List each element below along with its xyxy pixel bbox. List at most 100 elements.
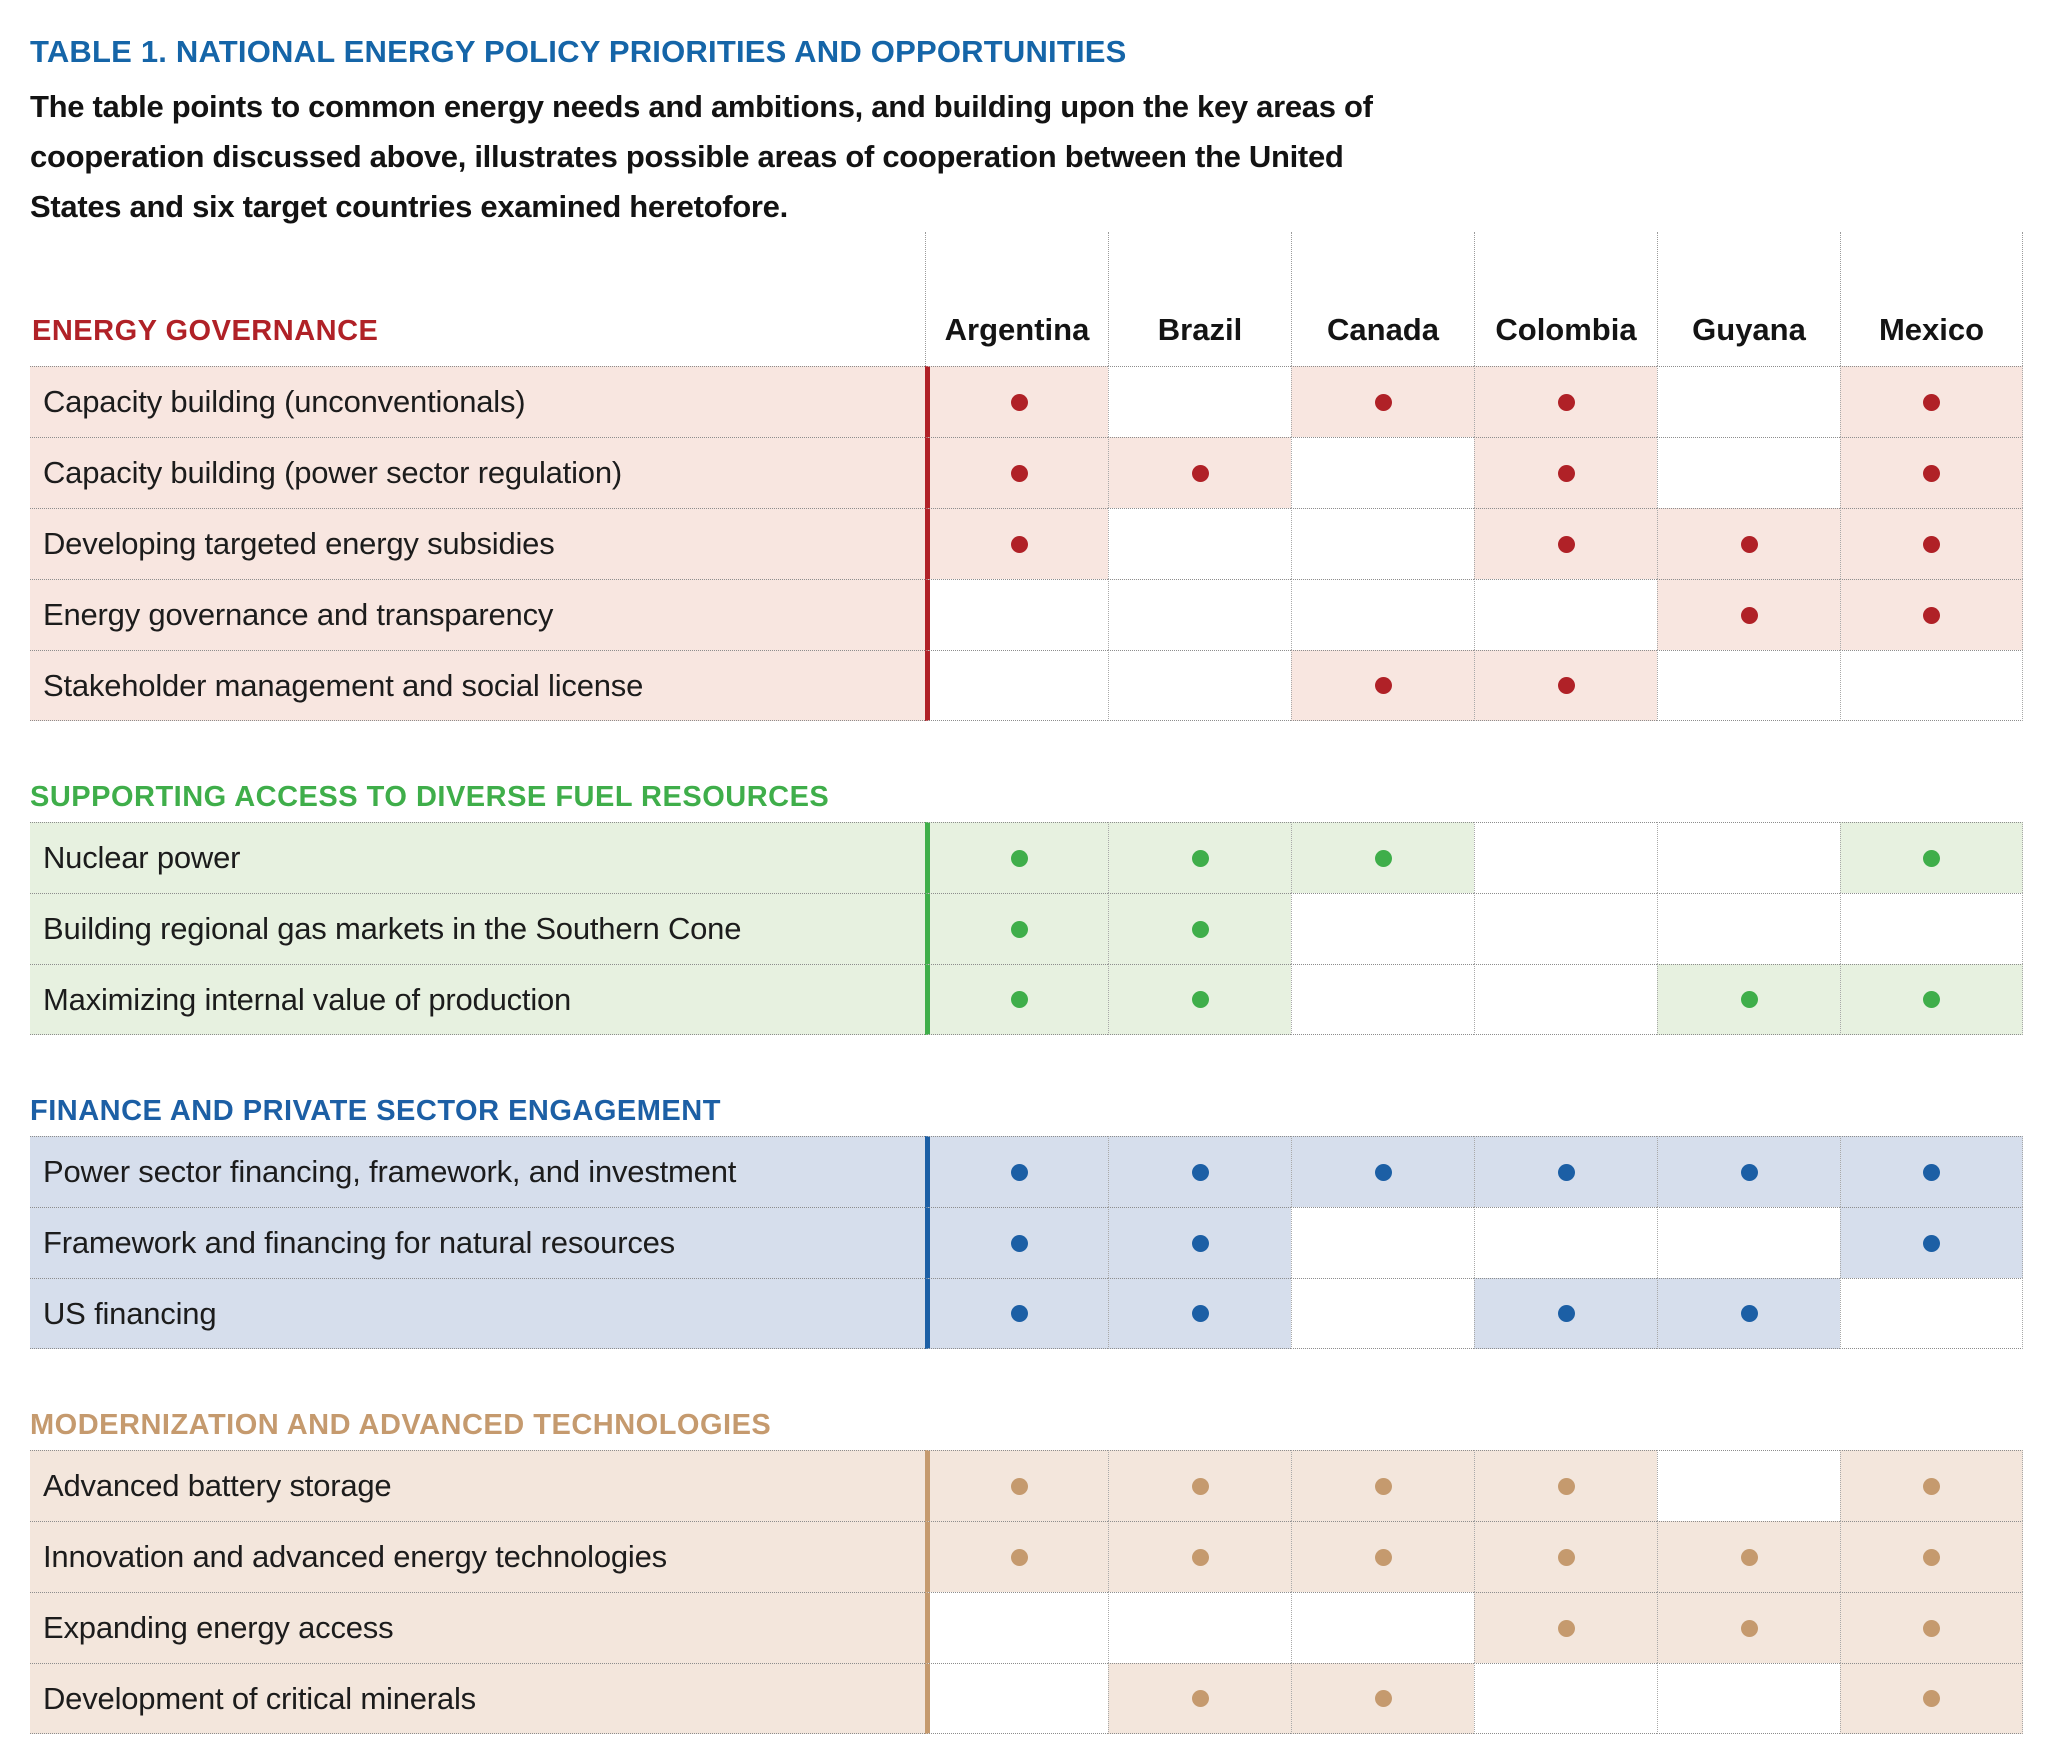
cell-guyana xyxy=(1657,1278,1840,1349)
row-label: Building regional gas markets in the Sou… xyxy=(30,893,925,964)
dot-icon xyxy=(1374,393,1392,411)
row-label: Power sector financing, framework, and i… xyxy=(30,1136,925,1207)
cell-brazil xyxy=(1108,1521,1291,1592)
cell-argentina xyxy=(925,366,1108,437)
dot-icon xyxy=(1557,1163,1575,1181)
row-label: Developing targeted energy subsidies xyxy=(30,508,925,579)
cell-brazil xyxy=(1108,366,1291,437)
dot-icon xyxy=(1374,1477,1392,1495)
cell-canada xyxy=(1291,1450,1474,1521)
cell-argentina xyxy=(925,1521,1108,1592)
cell-brazil xyxy=(1108,964,1291,1035)
cell-argentina xyxy=(925,1207,1108,1278)
cell-argentina xyxy=(925,964,1108,1035)
dot-icon xyxy=(1010,1477,1028,1495)
row-label: US financing xyxy=(30,1278,925,1349)
dot-icon xyxy=(1374,1548,1392,1566)
cell-colombia xyxy=(1474,1592,1657,1663)
cell-canada xyxy=(1291,964,1474,1035)
dot-icon xyxy=(1010,1305,1028,1322)
dot-icon xyxy=(1191,1690,1209,1707)
dot-icon xyxy=(1557,1477,1575,1495)
cell-guyana xyxy=(1657,366,1840,437)
cell-guyana xyxy=(1657,508,1840,579)
section-supporting-access-to-diverse-fuel-resources: SUPPORTING ACCESS TO DIVERSE FUEL RESOUR… xyxy=(30,781,2023,1035)
dot-icon xyxy=(1010,849,1028,867)
cell-mexico xyxy=(1840,1521,2023,1592)
column-header-row: ENERGY GOVERNANCE Argentina Brazil Canada Co… xyxy=(30,232,2023,366)
column-header-brazil: Brazil xyxy=(1108,232,1291,366)
dot-icon xyxy=(1740,1305,1758,1322)
cell-colombia xyxy=(1474,508,1657,579)
dot-icon xyxy=(1191,991,1209,1008)
sections: ENERGY GOVERNANCE Argentina Brazil Canada Co… xyxy=(30,232,2023,1734)
cell-mexico xyxy=(1840,508,2023,579)
cell-mexico xyxy=(1840,964,2023,1035)
dot-icon xyxy=(1191,1548,1209,1566)
dot-icon xyxy=(1740,1163,1758,1181)
section-table: Advanced battery storage Innovation and a… xyxy=(30,1450,2023,1734)
dot-icon xyxy=(1923,849,1940,867)
dot-icon xyxy=(1010,1548,1028,1566)
dot-icon xyxy=(1010,991,1028,1008)
cell-colombia xyxy=(1474,1450,1657,1521)
dot-icon xyxy=(1740,1619,1758,1637)
cell-colombia xyxy=(1474,1663,1657,1734)
dot-icon xyxy=(1191,849,1209,867)
dot-icon xyxy=(1010,535,1028,553)
dot-icon xyxy=(1191,1305,1209,1322)
section-table: Capacity building (unconventionals) Capac… xyxy=(30,366,2023,721)
dot-icon xyxy=(1010,464,1028,482)
cell-canada xyxy=(1291,893,1474,964)
dot-icon xyxy=(1557,1548,1575,1566)
dot-icon xyxy=(1557,535,1575,553)
cell-mexico xyxy=(1840,579,2023,650)
cell-argentina xyxy=(925,579,1108,650)
cell-colombia xyxy=(1474,1207,1657,1278)
row-label: Capacity building (power sector regulati… xyxy=(30,437,925,508)
cell-brazil xyxy=(1108,1136,1291,1207)
cell-guyana xyxy=(1657,579,1840,650)
dot-icon xyxy=(1010,920,1028,938)
cell-colombia xyxy=(1474,366,1657,437)
cell-brazil xyxy=(1108,1207,1291,1278)
dot-icon xyxy=(1923,1690,1940,1707)
cell-brazil xyxy=(1108,1278,1291,1349)
cell-brazil xyxy=(1108,1663,1291,1734)
dot-icon xyxy=(1010,1163,1028,1181)
column-header-mexico: Mexico xyxy=(1840,232,2023,366)
cell-colombia xyxy=(1474,964,1657,1035)
cell-mexico xyxy=(1840,1450,2023,1521)
cell-guyana xyxy=(1657,1450,1840,1521)
cell-canada xyxy=(1291,1592,1474,1663)
cell-brazil xyxy=(1108,579,1291,650)
cell-canada xyxy=(1291,508,1474,579)
cell-guyana xyxy=(1657,1592,1840,1663)
cell-argentina xyxy=(925,893,1108,964)
cell-guyana xyxy=(1657,1207,1840,1278)
cell-mexico xyxy=(1840,1592,2023,1663)
cell-colombia xyxy=(1474,579,1657,650)
cell-colombia xyxy=(1474,1136,1657,1207)
cell-argentina xyxy=(925,1136,1108,1207)
cell-argentina xyxy=(925,1450,1108,1521)
cell-brazil xyxy=(1108,1450,1291,1521)
row-label: Framework and financing for natural reso… xyxy=(30,1207,925,1278)
section-heading: SUPPORTING ACCESS TO DIVERSE FUEL RESOUR… xyxy=(30,781,830,813)
cell-canada xyxy=(1291,1136,1474,1207)
cell-argentina xyxy=(925,1592,1108,1663)
table-title: TABLE 1. NATIONAL ENERGY POLICY PRIORITI… xyxy=(30,34,1127,69)
cell-argentina xyxy=(925,1278,1108,1349)
section-table: Power sector financing, framework, and i… xyxy=(30,1136,2023,1349)
dot-icon xyxy=(1923,464,1940,482)
cell-colombia xyxy=(1474,437,1657,508)
cell-argentina xyxy=(925,508,1108,579)
cell-argentina xyxy=(925,650,1108,721)
column-header-argentina: Argentina xyxy=(925,232,1108,366)
dot-icon xyxy=(1740,991,1758,1008)
cell-colombia xyxy=(1474,893,1657,964)
cell-colombia xyxy=(1474,822,1657,893)
table-subtitle: The table points to common energy needs … xyxy=(30,82,2023,232)
dot-icon xyxy=(1740,1548,1758,1566)
dot-icon xyxy=(1374,849,1392,867)
